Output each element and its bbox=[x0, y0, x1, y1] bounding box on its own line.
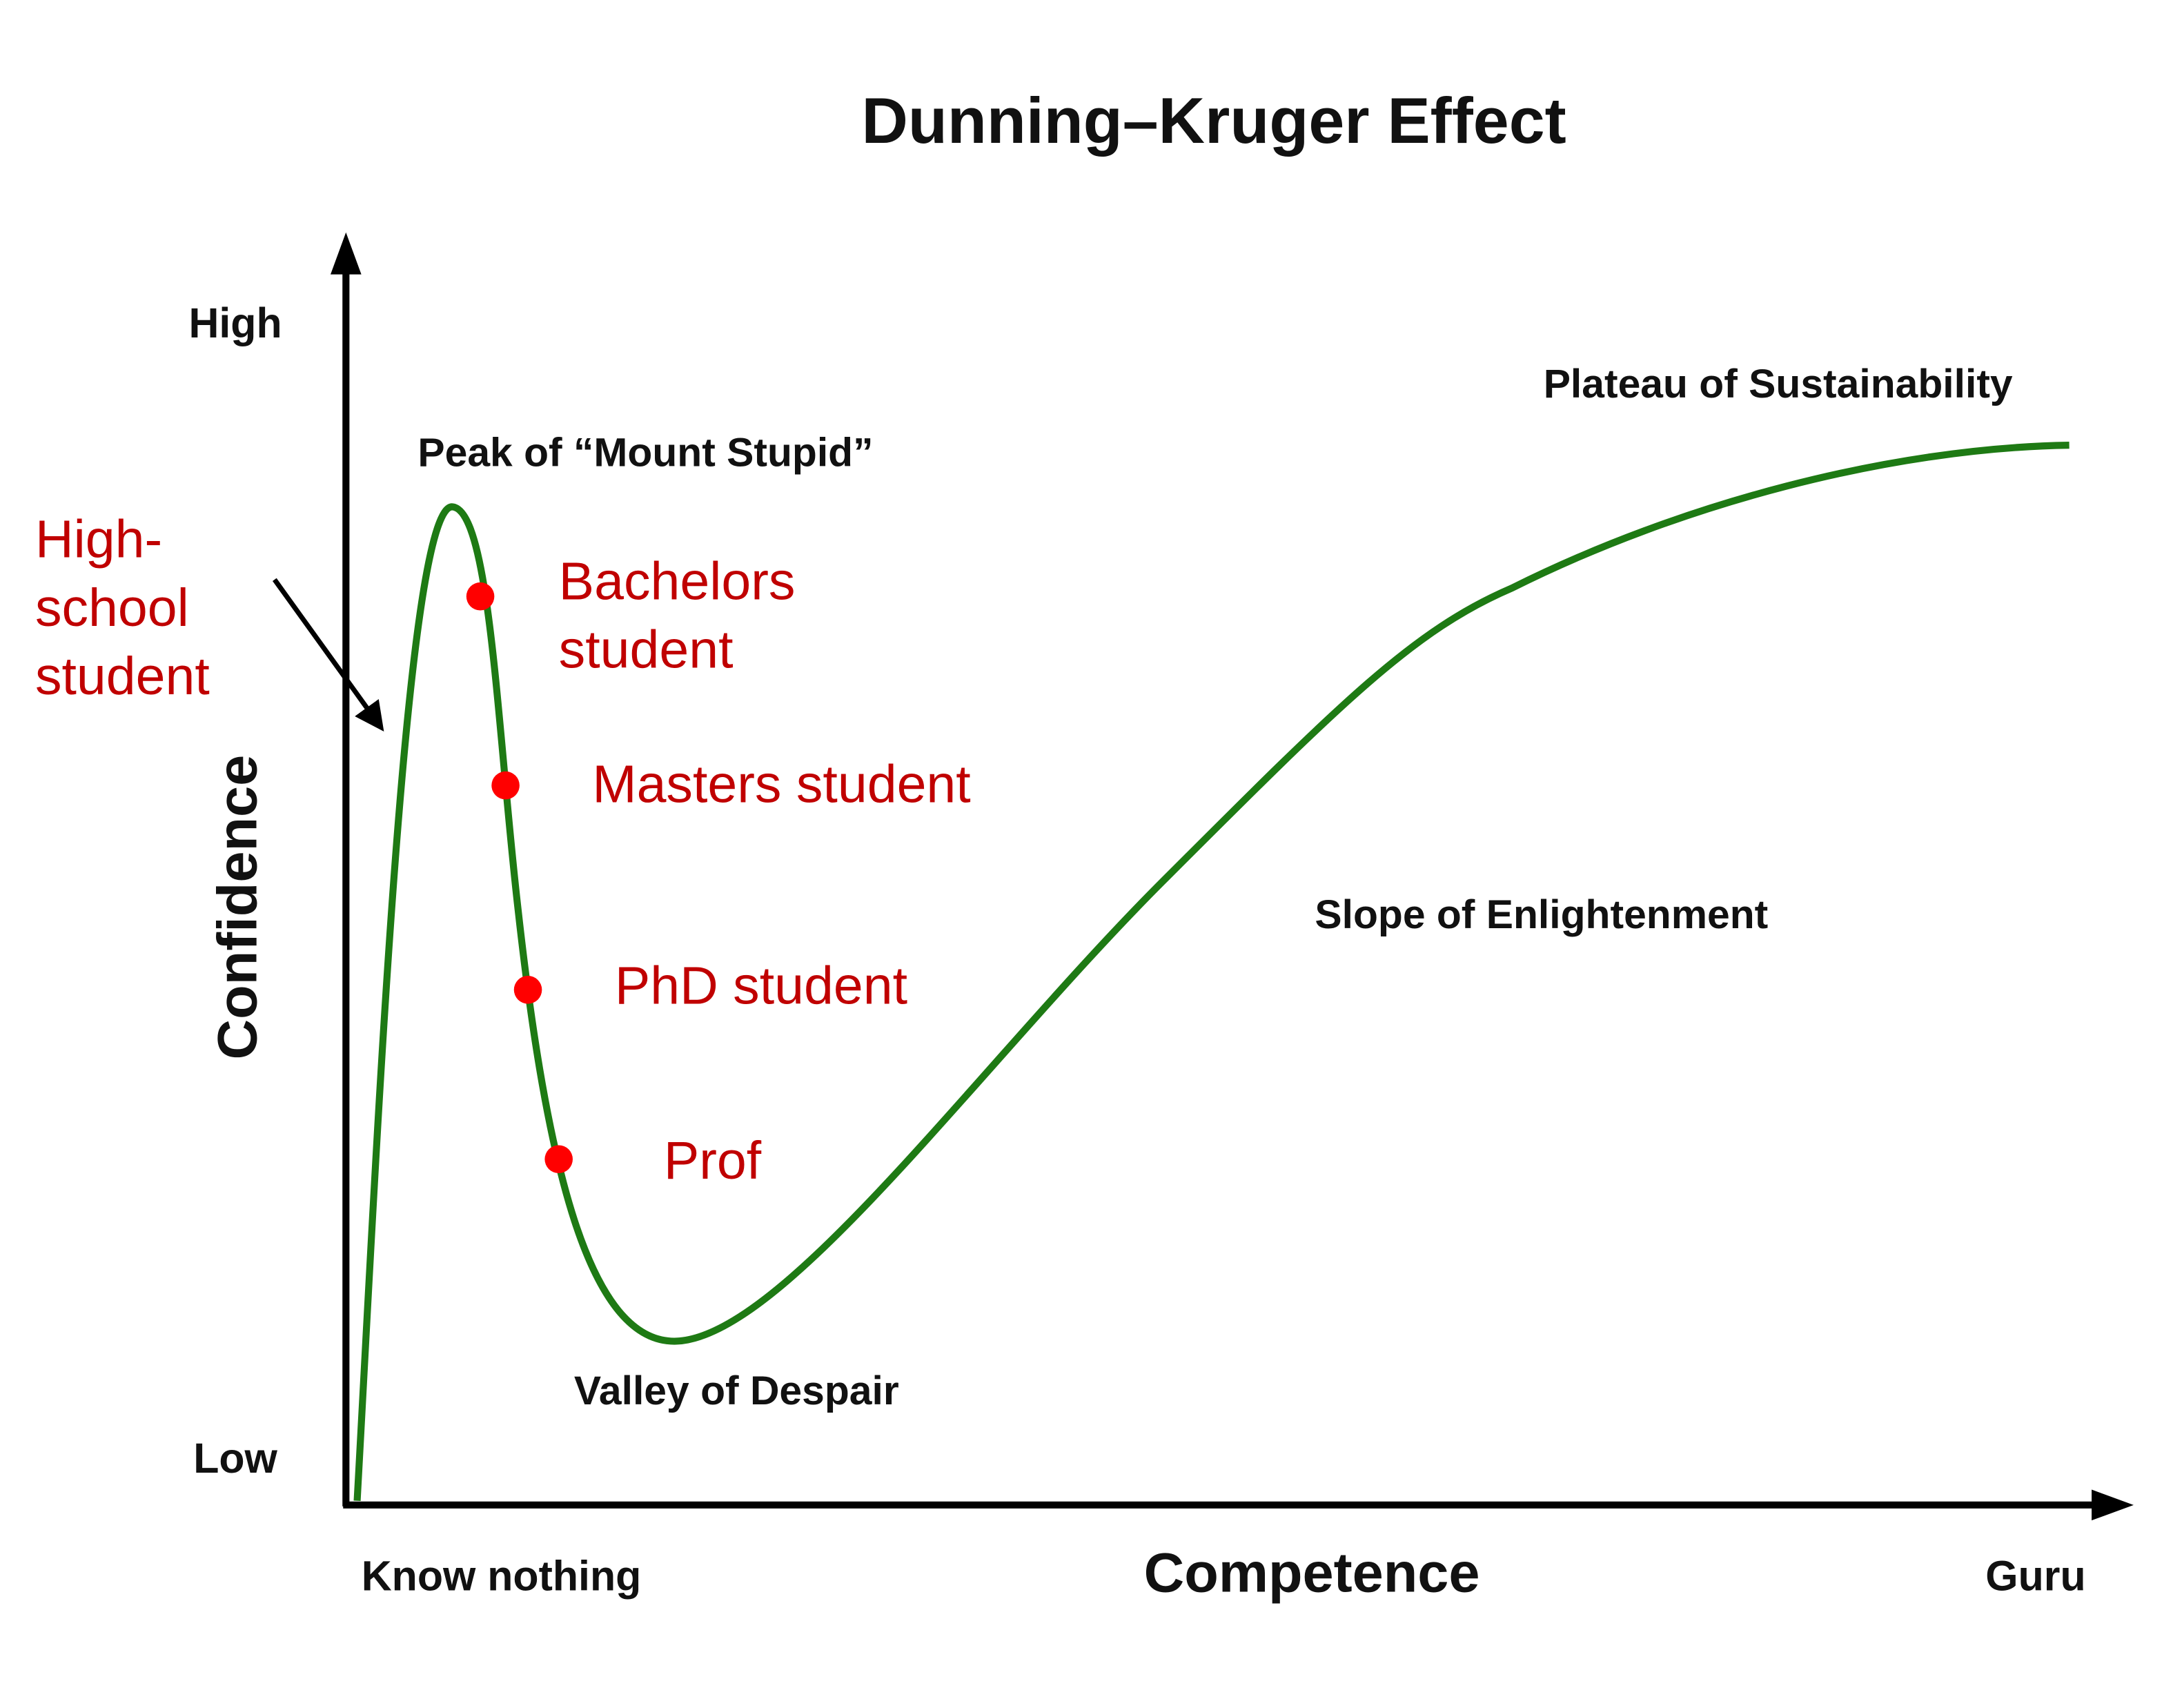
y-high: High bbox=[188, 300, 282, 346]
dot-bachelors bbox=[466, 582, 495, 611]
y-label: Confidence bbox=[206, 755, 268, 1060]
high-school-arrow bbox=[272, 578, 384, 732]
stage-peak: Peak of “Mount Stupid” bbox=[417, 431, 873, 475]
masters-label: Masters student bbox=[592, 754, 970, 814]
x-start: Know nothing bbox=[362, 1553, 642, 1600]
high-school-label: school bbox=[35, 578, 189, 638]
stage-slope: Slope of Enlightenment bbox=[1315, 892, 1768, 937]
title: Dunning–Kruger Effect bbox=[862, 85, 1566, 157]
dot-prof bbox=[544, 1145, 573, 1174]
bachelors-label: Bachelors bbox=[559, 551, 796, 611]
high-school-label: High- bbox=[35, 509, 162, 569]
x-label: Competence bbox=[1144, 1542, 1480, 1604]
stage-plateau: Plateau of Sustainability bbox=[1544, 362, 2013, 406]
prof-label: Prof bbox=[664, 1131, 762, 1190]
dot-phd bbox=[513, 975, 542, 1004]
dot-masters bbox=[491, 771, 520, 800]
x-end: Guru bbox=[1985, 1553, 2085, 1600]
y-arrowhead bbox=[331, 232, 362, 275]
stage-valley: Valley of Despair bbox=[574, 1368, 899, 1413]
phd-label: PhD student bbox=[615, 956, 907, 1016]
bachelors-label: student bbox=[559, 620, 734, 680]
x-arrowhead bbox=[2092, 1489, 2134, 1521]
high-school-label: student bbox=[35, 647, 210, 706]
y-low: Low bbox=[193, 1435, 277, 1482]
curve bbox=[353, 442, 2069, 1502]
